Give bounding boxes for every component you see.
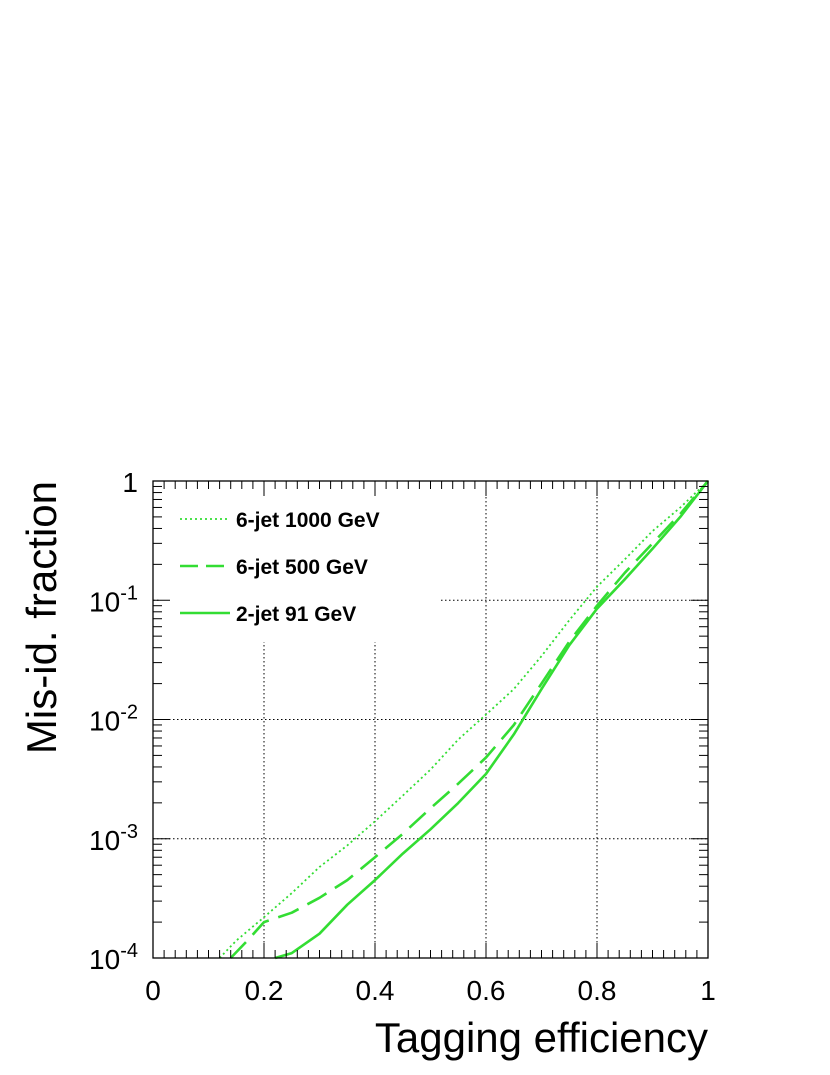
series-lines — [218, 480, 710, 960]
legend-label-2: 6-jet 500 GeV — [236, 556, 368, 579]
x-tick-label: 0.2 — [245, 975, 284, 1006]
tick-labels: 0 0.2 0.4 0.6 0.8 1 1 10-1 10-2 10-3 10-4 — [89, 467, 716, 1006]
y-tick-label: 1 — [122, 467, 138, 498]
y-axis-title: Mis-id. fraction — [18, 481, 65, 754]
y-tick-label: 10-1 — [89, 582, 138, 617]
y-tick-label: 10-4 — [89, 940, 138, 975]
x-tick-label: 0.4 — [356, 975, 395, 1006]
series-line-3 — [274, 480, 710, 960]
series-line-2 — [229, 480, 709, 959]
x-tick-label: 0.6 — [467, 975, 506, 1006]
x-tick-label: 0 — [145, 975, 161, 1006]
legend-label-3: 2-jet 91 GeV — [236, 603, 356, 626]
x-axis-title: Tagging efficiency — [375, 1014, 708, 1061]
y-tick-label: 10-2 — [89, 702, 138, 737]
x-tick-label: 0.8 — [578, 975, 617, 1006]
y-tick-label: 10-3 — [89, 821, 138, 856]
legend-label-1: 6-jet 1000 GeV — [236, 509, 380, 532]
axis-ticks — [152, 481, 709, 959]
legend: 6-jet 1000 GeV 6-jet 500 GeV 2-jet 91 GeV — [160, 492, 440, 642]
x-tick-label: 1 — [700, 975, 716, 1006]
